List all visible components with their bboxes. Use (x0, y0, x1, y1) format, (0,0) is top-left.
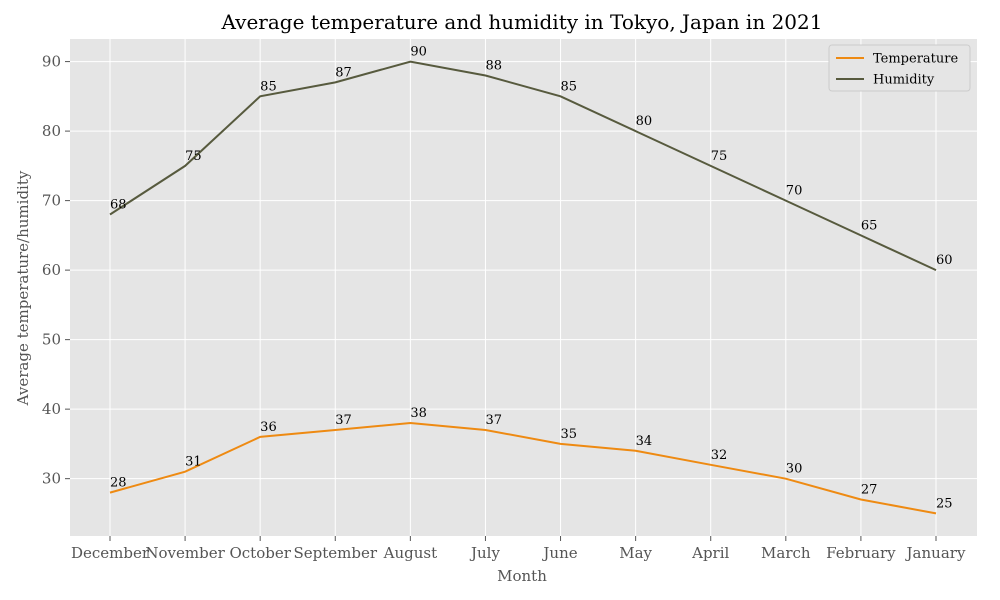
x-tick-label: September (293, 544, 377, 562)
humidity-data-label: 85 (561, 79, 578, 94)
temperature-data-label: 37 (335, 413, 352, 428)
temperature-data-label: 30 (786, 462, 803, 477)
humidity-line (109, 60, 937, 272)
x-axis-label: Month (497, 567, 547, 585)
humidity-legend-label: Humidity (873, 73, 935, 88)
data-labels: 28 31 36 37 38 37 35 34 32 30 27 25 68 75 85 87 90 88 85 80… (110, 45, 953, 512)
temperature-data-label: 27 (861, 483, 878, 498)
temperature-data-label: 31 (185, 455, 202, 470)
humidity-data-label: 90 (410, 45, 427, 60)
y-tick-label: 90 (42, 53, 61, 71)
x-tick-label: March (761, 544, 811, 562)
x-tick-label: February (826, 544, 896, 562)
x-tick-label: May (619, 544, 652, 562)
humidity-data-label: 65 (861, 218, 878, 233)
y-tick-label: 60 (42, 261, 61, 279)
x-tick-label: June (541, 544, 577, 562)
temperature-line (109, 421, 937, 515)
humidity-data-label: 85 (260, 79, 277, 94)
legend: Temperature Humidity (828, 44, 971, 92)
plot-background (70, 39, 977, 536)
x-tick-label: August (383, 544, 437, 562)
humidity-data-label: 80 (636, 114, 653, 129)
y-axis-ticks: 30 40 50 60 70 80 90 (42, 53, 70, 488)
x-tick-label: April (691, 544, 729, 562)
x-tick-label: November (145, 544, 225, 562)
temperature-data-label: 38 (410, 406, 427, 421)
temperature-legend-label: Temperature (873, 52, 958, 67)
x-tick-label: December (71, 544, 150, 562)
legend-box (828, 44, 971, 92)
temperature-data-label: 28 (110, 476, 127, 491)
humidity-data-label: 87 (335, 65, 352, 80)
y-tick-label: 50 (42, 331, 61, 349)
y-tick-label: 30 (42, 470, 61, 488)
x-tick-label: July (469, 544, 500, 562)
temperature-data-label: 32 (711, 448, 728, 463)
chart-title: Average temperature and humidity in Toky… (221, 10, 823, 34)
humidity-data-label: 75 (711, 149, 728, 164)
humidity-data-label: 68 (110, 198, 127, 213)
y-tick-label: 80 (42, 122, 61, 140)
y-tick-label: 40 (42, 400, 61, 418)
temperature-data-label: 36 (260, 420, 277, 435)
grid (70, 39, 977, 536)
temperature-data-label: 37 (485, 413, 502, 428)
temperature-data-label: 25 (936, 496, 953, 511)
temperature-data-label: 35 (561, 427, 578, 442)
temperature-data-label: 34 (636, 434, 653, 449)
humidity-data-label: 88 (485, 58, 502, 73)
y-axis-label: Average temperature/humidity (14, 170, 32, 406)
y-tick-label: 70 (42, 192, 61, 210)
humidity-data-label: 75 (185, 149, 202, 164)
series-lines (109, 60, 937, 515)
x-tick-label: January (905, 544, 966, 562)
humidity-data-label: 60 (936, 253, 953, 268)
humidity-data-label: 70 (786, 184, 803, 199)
x-tick-label: October (229, 544, 291, 562)
